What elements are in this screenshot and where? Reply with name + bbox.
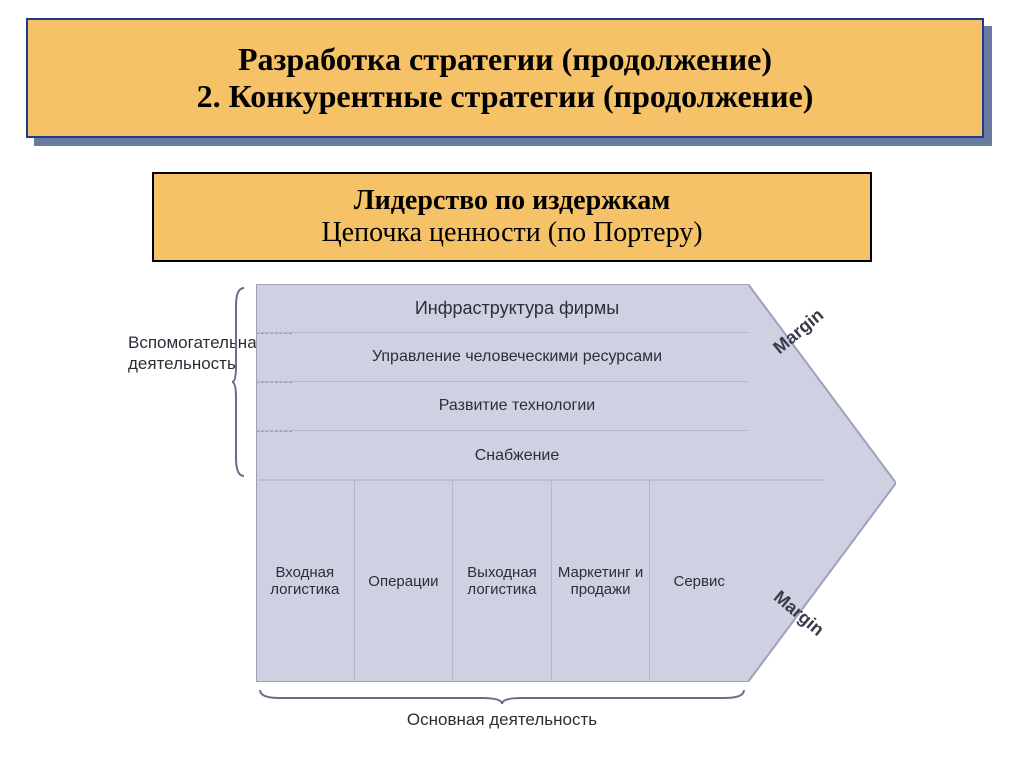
support-row-technology: Развитие технологии	[256, 382, 748, 431]
support-activities: Инфраструктура фирмы Управление человече…	[256, 284, 748, 480]
subtitle-panel: Лидерство по издержкам Цепочка ценности …	[152, 172, 872, 262]
title-container: Разработка стратегии (продолжение) 2. Ко…	[26, 18, 984, 138]
left-brace-icon	[230, 286, 248, 478]
subtitle-line-1: Лидерство по издержкам	[354, 185, 671, 217]
primary-service: Сервис	[650, 480, 748, 682]
subtitle-line-2: Цепочка ценности (по Портеру)	[321, 217, 702, 249]
primary-activities: Входная логистика Операции Выходная логи…	[256, 480, 748, 682]
primary-outbound: Выходная логистика	[453, 480, 552, 682]
title-line-1: Разработка стратегии (продолжение)	[238, 41, 772, 78]
support-row-infrastructure: Инфраструктура фирмы	[256, 284, 748, 333]
primary-activities-label: Основная деятельность	[256, 710, 748, 730]
bottom-brace-icon	[256, 686, 748, 706]
support-activities-label: Вспомогательная деятельность	[128, 332, 228, 375]
title-line-2: 2. Конкурентные стратегии (продолжение)	[197, 78, 814, 115]
support-row-procurement: Снабжение	[256, 431, 748, 480]
value-chain-diagram: Вспомогательная деятельность Инфраструкт…	[128, 282, 908, 742]
value-chain-body: Инфраструктура фирмы Управление человече…	[256, 284, 896, 682]
support-row-hr: Управление человеческими ресурсами	[256, 333, 748, 382]
primary-operations: Операции	[355, 480, 454, 682]
title-panel: Разработка стратегии (продолжение) 2. Ко…	[26, 18, 984, 138]
primary-inbound: Входная логистика	[256, 480, 355, 682]
primary-marketing: Маркетинг и продажи	[552, 480, 651, 682]
